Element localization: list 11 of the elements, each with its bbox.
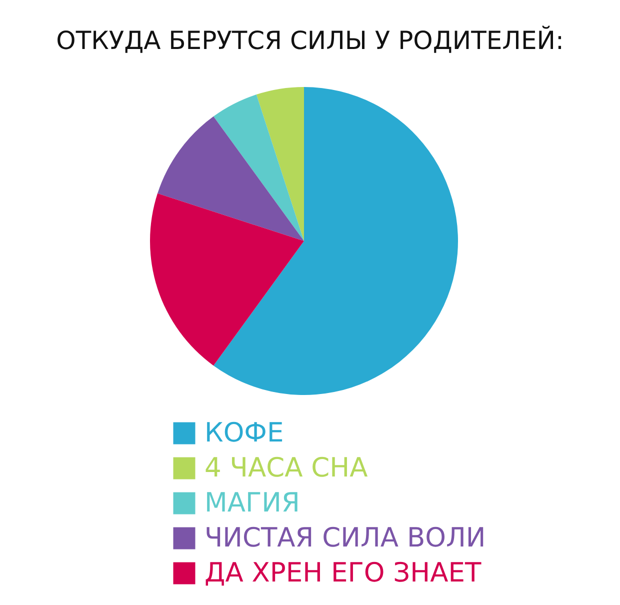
pie-slice <box>256 87 304 241</box>
legend-label: КОФЕ <box>204 417 284 448</box>
chart-title: ОТКУДА БЕРУТСЯ СИЛЫ У РОДИТЕЛЕЙ: <box>56 25 564 55</box>
legend-label: 4 ЧАСА СНА <box>204 452 368 484</box>
legend-label: ДА ХРЕН ЕГО ЗНАЕТ <box>204 557 482 588</box>
pie-slice <box>150 193 304 366</box>
pie-slice <box>158 116 304 241</box>
legend-label: МАГИЯ <box>204 487 300 518</box>
legend-label: ЧИСТАЯ СИЛА ВОЛИ <box>204 522 486 554</box>
pie-slice <box>213 94 304 241</box>
pie-slice <box>213 87 458 395</box>
